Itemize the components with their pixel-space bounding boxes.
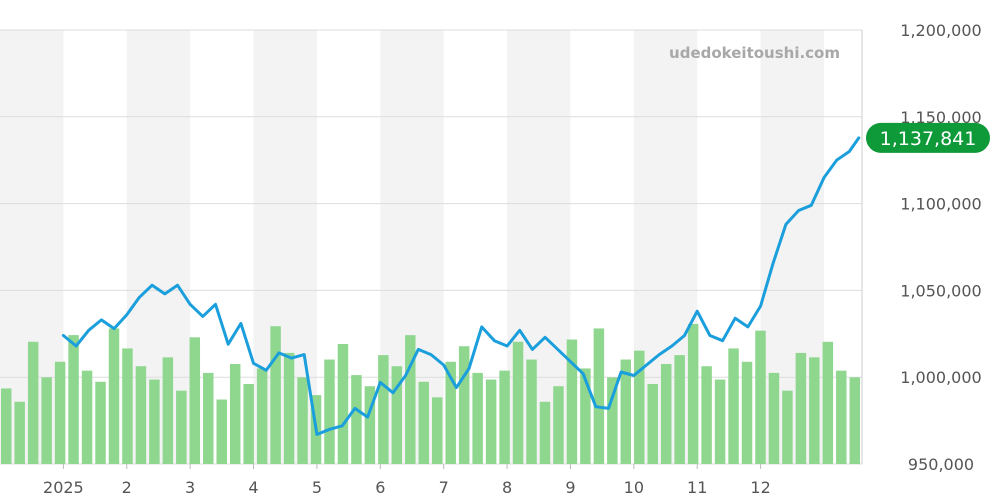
volume-bar — [391, 366, 403, 464]
volume-bar — [607, 377, 618, 464]
volume-bar — [701, 366, 712, 464]
volume-bar — [203, 372, 214, 464]
volume-bar — [445, 361, 456, 464]
volume-bar — [822, 341, 834, 464]
last-value-badge-bg — [866, 122, 990, 153]
volume-bar — [687, 324, 699, 464]
last-value-text: 1,137,841 — [880, 128, 977, 150]
volume-bar — [162, 357, 174, 464]
volume-bar — [297, 377, 308, 464]
x-tick-label: 8 — [502, 478, 512, 497]
volume-bar — [364, 386, 376, 464]
volume-bar — [566, 339, 578, 464]
volume-bar — [432, 397, 443, 464]
volume-bar — [768, 372, 780, 464]
y-tick-label: 1,200,000 — [900, 21, 981, 40]
volume-bar — [795, 352, 807, 464]
volume-bar — [270, 326, 281, 464]
volume-bar — [539, 401, 551, 464]
volume-bar — [634, 350, 645, 464]
volume-bar — [499, 370, 510, 464]
x-tick-label: 3 — [185, 478, 195, 497]
volume-bar — [418, 381, 429, 464]
volume-bar — [54, 361, 66, 464]
volume-bar — [741, 361, 753, 464]
volume-bar — [176, 390, 187, 464]
volume-bar — [256, 368, 268, 464]
volume-bar — [135, 366, 147, 464]
x-tick-label: 10 — [624, 478, 644, 497]
volume-bar — [324, 359, 335, 464]
y-axis: 950,000 1,000,000 1,050,000 1,100,000 1,150,… — [900, 21, 981, 474]
volume-bar — [593, 328, 605, 464]
y-tick-label: 1,050,000 — [900, 281, 981, 300]
volume-bar — [728, 348, 739, 464]
volume-bar — [405, 335, 416, 464]
volume-bar — [714, 379, 726, 464]
volume-bar — [229, 364, 241, 464]
volume-bar — [41, 377, 52, 464]
volume-bar — [122, 348, 133, 464]
volume-bar — [95, 381, 106, 464]
y-tick-label: 1,150,000 — [900, 108, 981, 127]
x-tick-label: 9 — [565, 478, 575, 497]
volume-bar — [458, 346, 470, 464]
volume-bar — [149, 379, 160, 464]
x-tick-label: 4 — [248, 478, 258, 497]
y-tick-label: 1,100,000 — [900, 195, 981, 214]
x-tick-label: 6 — [375, 478, 385, 497]
x-tick-label: 2 — [122, 478, 132, 497]
volume-bar — [660, 364, 672, 464]
volume-bar — [14, 401, 25, 464]
volume-bar — [782, 390, 793, 464]
volume-bar — [620, 359, 632, 464]
x-axis: 2025 2 3 4 5 6 7 8 9 10 11 12 — [43, 464, 771, 497]
x-tick-label: 5 — [312, 478, 322, 497]
last-value-badge: 1,137,841 — [866, 122, 990, 153]
volume-bar — [553, 386, 564, 464]
watermark-text: udedokeitoushi.com — [669, 44, 840, 62]
price-series — [61, 136, 861, 436]
x-tick-label: 2025 — [43, 478, 84, 497]
volume-bar — [755, 330, 766, 464]
volume-bar — [243, 384, 254, 464]
volume-bar — [337, 344, 349, 464]
price-line — [61, 136, 861, 436]
y-tick-label: 950,000 — [908, 455, 974, 474]
volume-bar — [512, 341, 524, 464]
volume-bar — [216, 399, 227, 464]
volume-bar — [849, 377, 860, 464]
y-tick-label: 1,000,000 — [900, 368, 981, 387]
volume-bar — [472, 372, 483, 464]
volume-bar — [580, 368, 591, 464]
volume-bar — [189, 337, 201, 464]
volume-bar — [378, 355, 389, 464]
volume-bar — [108, 328, 120, 464]
volume-bar — [27, 341, 39, 464]
volume-bar — [836, 370, 847, 464]
x-tick-label: 12 — [750, 478, 770, 497]
x-tick-label: 7 — [439, 478, 449, 497]
volume-bar — [809, 357, 820, 464]
volume-bar — [351, 375, 362, 464]
volume-bar — [283, 352, 295, 464]
volume-bars — [1, 324, 860, 464]
volume-bar — [81, 370, 93, 464]
volume-bar — [485, 379, 497, 464]
volume-bar — [674, 355, 685, 464]
x-tick-label: 11 — [687, 478, 707, 497]
volume-bar — [526, 359, 537, 464]
volume-bar — [647, 384, 658, 464]
volume-bar — [1, 388, 12, 464]
volume-bar — [68, 335, 79, 464]
